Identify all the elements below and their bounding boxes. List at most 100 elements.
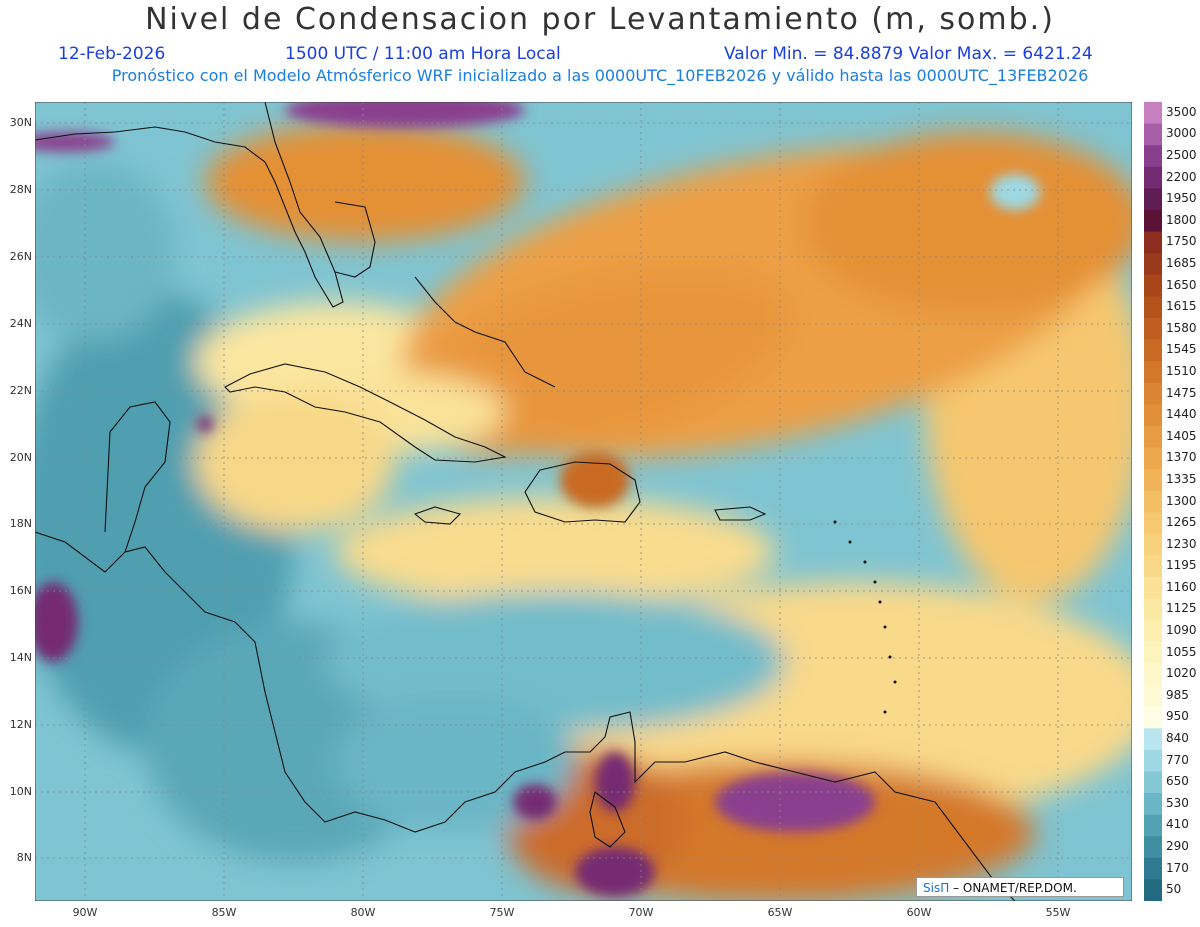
colorbar-swatch [1144,274,1162,297]
lat-label-16n: 16N [9,584,32,597]
colorbar-swatch [1144,123,1162,146]
colorbar-label: 1580 [1166,320,1197,335]
colorbar-label: 985 [1166,687,1189,702]
lon-label-80w: 80W [350,906,376,919]
colorbar-label: 410 [1166,817,1189,832]
lat-label-18n: 18N [9,517,32,530]
lon-label-70w: 70W [628,906,654,919]
colorbar-label: 1750 [1166,234,1197,249]
colorbar-swatch [1144,447,1162,470]
island-dots [833,520,897,714]
colorbar-swatch [1144,404,1162,427]
field-shading [35,122,1132,901]
lon-label-60w: 60W [906,906,932,919]
colorbar-swatch [1144,102,1162,125]
colorbar-label: 1685 [1166,255,1197,270]
lat-label-12n: 12N [9,718,32,731]
colorbar-swatch [1144,555,1162,578]
model-info: Pronóstico con el Modelo Atmósferico WRF… [111,66,1089,85]
colorbar-swatch [1144,793,1162,816]
lat-label-26n: 26N [9,250,32,263]
colorbar-label: 1265 [1166,515,1197,530]
forecast-date: 12-Feb-2026 [58,44,166,64]
colorbar-swatch [1144,685,1162,708]
colorbar-label: 3000 [1166,126,1197,141]
colorbar-label: 1405 [1166,428,1197,443]
colorbar-label: 1545 [1166,342,1197,357]
colorbar-label: 650 [1166,774,1189,789]
credit-org: – ONAMET/REP.DOM. [953,881,1077,895]
sis-logo-text: SisΠ [923,881,950,895]
colorbar-label: 1195 [1166,558,1197,573]
colorbar-swatch [1144,598,1162,621]
colorbar-label: 1160 [1166,579,1197,594]
colorbar-label: 1615 [1166,299,1197,314]
colorbar-label: 770 [1166,752,1189,767]
colorbar-label: 1950 [1166,191,1197,206]
colorbar-swatch [1144,641,1162,664]
colorbar-label: 1090 [1166,623,1197,638]
colorbar-swatch [1144,166,1162,189]
colorbar-label: 50 [1166,882,1182,897]
colorbar-label: 2500 [1166,147,1197,162]
colorbar-label: 1300 [1166,493,1197,508]
colorbar-label: 1800 [1166,212,1197,227]
colorbar-label: 950 [1166,709,1189,724]
colorbar-swatch [1144,469,1162,492]
colorbar-swatch [1144,339,1162,362]
lon-label-75w: 75W [489,906,515,919]
lon-label-55w: 55W [1045,906,1071,919]
colorbar-swatch [1144,771,1162,794]
colorbar-swatch [1144,253,1162,276]
lat-label-10n: 10N [9,785,32,798]
lon-label-65w: 65W [767,906,793,919]
colorbar-swatch [1144,425,1162,449]
graticule [35,102,1132,901]
colorbar-swatch [1144,814,1162,837]
colorbar-swatch [1144,382,1162,405]
colorbar-swatch [1144,361,1162,384]
lat-label-14n: 14N [9,651,32,664]
colorbar-label: 1125 [1166,601,1197,616]
colorbar-swatch [1144,317,1162,341]
lat-label-22n: 22N [9,384,32,397]
map-title: Nivel de Condensacion por Levantamiento … [145,2,1055,37]
colorbar-swatch [1144,663,1162,686]
lat-label-28n: 28N [9,183,32,196]
colorbar-label: 1510 [1166,363,1197,378]
lon-label-85w: 85W [211,906,237,919]
colorbar-label: 1370 [1166,450,1197,465]
colorbar [1144,102,1162,901]
colorbar-label: 2200 [1166,169,1197,184]
coastlines [35,102,1016,901]
colorbar-label: 1055 [1166,644,1197,659]
colorbar-label: 530 [1166,795,1189,810]
colorbar-swatch [1144,533,1162,556]
colorbar-swatch [1144,145,1162,168]
colorbar-swatch [1144,879,1162,901]
lat-label-8n: 8N [16,851,32,864]
colorbar-label: 1650 [1166,277,1197,292]
colorbar-swatch [1144,836,1162,859]
colorbar-swatch [1144,296,1162,319]
colorbar-label: 840 [1166,731,1189,746]
colorbar-swatch [1144,188,1162,211]
colorbar-swatch [1144,577,1162,600]
colorbar-swatch [1144,490,1162,513]
lat-label-24n: 24N [9,317,32,330]
credit-box: SisΠ – ONAMET/REP.DOM. [916,877,1124,897]
colorbar-swatch [1144,706,1162,729]
colorbar-swatch [1144,620,1162,643]
colorbar-swatch [1144,209,1162,233]
colorbar-swatch [1144,728,1162,751]
lat-label-30n: 30N [9,116,32,129]
colorbar-label: 3500 [1166,104,1197,119]
colorbar-swatch [1144,512,1162,535]
colorbar-label: 170 [1166,860,1189,875]
min-max-values: Valor Min. = 84.8879 Valor Max. = 6421.2… [724,44,1093,64]
colorbar-label: 1020 [1166,666,1197,681]
colorbar-label: 1440 [1166,407,1197,422]
colorbar-label: 1335 [1166,471,1197,486]
colorbar-swatch [1144,857,1162,880]
colorbar-swatch [1144,231,1162,254]
